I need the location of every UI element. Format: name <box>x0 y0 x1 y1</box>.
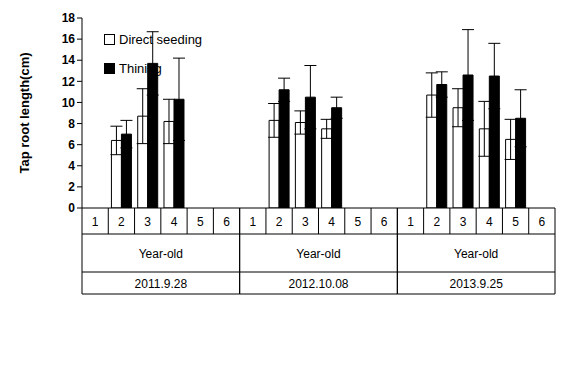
svg-text:5: 5 <box>197 215 204 229</box>
svg-text:6: 6 <box>539 215 546 229</box>
svg-text:1: 1 <box>92 215 99 229</box>
svg-text:5: 5 <box>512 215 519 229</box>
svg-text:2013.9.25: 2013.9.25 <box>449 277 503 291</box>
svg-text:2: 2 <box>433 215 440 229</box>
svg-text:6: 6 <box>223 215 230 229</box>
html-text:Direct seeding: Direct seeding <box>119 32 203 47</box>
svg-text:2011.9.28: 2011.9.28 <box>135 277 188 291</box>
svg-text:2: 2 <box>276 215 283 229</box>
svg-text:6: 6 <box>68 138 75 152</box>
svg-text:1: 1 <box>407 215 414 229</box>
svg-text:18: 18 <box>62 11 76 25</box>
svg-text:Year-old: Year-old <box>454 247 498 261</box>
svg-text:1: 1 <box>249 215 256 229</box>
svg-text:6: 6 <box>381 215 388 229</box>
svg-text:2: 2 <box>118 215 125 229</box>
svg-text:14: 14 <box>62 53 76 67</box>
svg-text:4: 4 <box>171 215 178 229</box>
svg-text:2012.10.08: 2012.10.08 <box>288 277 348 291</box>
svg-text:2: 2 <box>68 180 75 194</box>
svg-text:4: 4 <box>328 215 335 229</box>
svg-text:3: 3 <box>302 215 309 229</box>
svg-text:4: 4 <box>68 159 75 173</box>
svg-text:8: 8 <box>68 117 75 131</box>
svg-text:5: 5 <box>355 215 362 229</box>
html-text:Thining: Thining <box>119 61 162 76</box>
svg-text:Tap root length(cm): Tap root length(cm) <box>17 52 32 173</box>
svg-text:12: 12 <box>62 75 76 89</box>
svg-text:Year-old: Year-old <box>296 247 340 261</box>
svg-text:3: 3 <box>144 215 151 229</box>
svg-text:3: 3 <box>460 215 467 229</box>
svg-text:0: 0 <box>68 201 75 215</box>
svg-text:16: 16 <box>62 32 76 46</box>
svg-text:10: 10 <box>62 96 76 110</box>
svg-text:4: 4 <box>486 215 493 229</box>
svg-text:Year-old: Year-old <box>139 247 183 261</box>
